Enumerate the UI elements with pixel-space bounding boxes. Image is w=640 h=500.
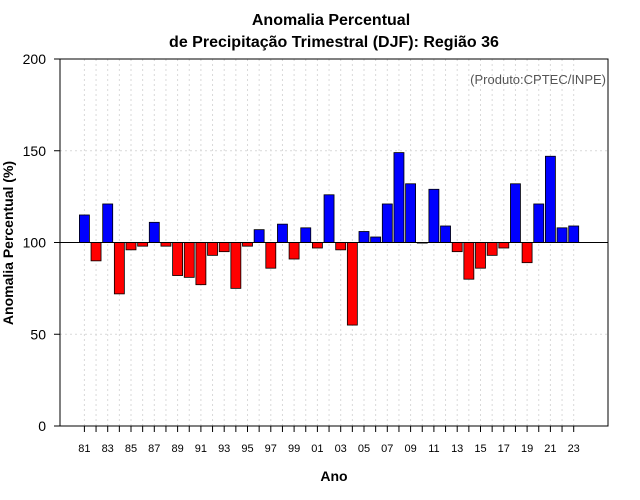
bar-83 <box>102 203 114 243</box>
x-tick-label: 89 <box>171 443 183 455</box>
x-tick-label: 09 <box>404 443 416 455</box>
bar-02 <box>323 194 335 243</box>
bar-86 <box>137 242 149 247</box>
x-tick-label: 03 <box>335 443 347 455</box>
bar-18 <box>510 183 521 243</box>
bar-16 <box>486 242 498 256</box>
chart-title-line1: Anomalia Percentual <box>252 12 410 29</box>
x-tick-label: 91 <box>195 443 207 455</box>
bar-07 <box>381 203 393 243</box>
y-axis-label: Anomalia Percentual (%) <box>0 161 16 325</box>
bar-11 <box>428 188 440 243</box>
bar-08 <box>393 152 405 243</box>
bar-94 <box>230 242 242 289</box>
bar-15 <box>475 242 486 269</box>
x-axis-label: Ano <box>320 468 347 484</box>
bar-88 <box>160 242 172 247</box>
x-tick-label: 11 <box>428 443 439 455</box>
bar-22 <box>556 227 568 243</box>
x-tick-label: 17 <box>498 443 510 455</box>
bar-05 <box>358 231 370 243</box>
x-tick-label: 83 <box>102 443 114 455</box>
credit-text: (Produto:CPTEC/INPE) <box>470 72 606 87</box>
grid-layer <box>60 58 608 427</box>
x-tick-label: 23 <box>568 443 580 455</box>
y-tick-label: 100 <box>23 235 47 251</box>
bar-04 <box>346 242 358 326</box>
x-axis: 81 83 85 87 89 91 93 95 97 99 01 03 05 07 09 11 13 15 17 19… <box>78 426 580 455</box>
bar-12 <box>440 225 451 243</box>
x-tick-label: 07 <box>381 443 393 455</box>
bar-89 <box>172 242 184 276</box>
bar-99 <box>288 242 300 260</box>
bar-93 <box>218 242 230 253</box>
x-tick-label: 21 <box>544 443 556 455</box>
bar-13 <box>451 242 463 253</box>
bar-14 <box>463 242 475 280</box>
x-tick-label: 85 <box>125 443 137 455</box>
bar-91 <box>195 242 207 286</box>
x-tick-label: 15 <box>474 443 486 455</box>
x-tick-label: 81 <box>78 443 90 455</box>
x-tick-label: 01 <box>311 443 323 455</box>
bar-98 <box>277 223 288 243</box>
x-tick-label: 13 <box>451 443 463 455</box>
bar-01 <box>311 242 323 249</box>
bar-17 <box>498 242 510 249</box>
bar-19 <box>521 242 533 264</box>
bar-85 <box>125 242 137 251</box>
bar-20 <box>533 203 545 243</box>
x-tick-label: 95 <box>241 443 253 455</box>
y-tick-label: 150 <box>23 143 47 159</box>
y-tick-label: 0 <box>38 418 46 434</box>
bar-81 <box>79 214 90 243</box>
y-tick-label: 50 <box>30 326 46 342</box>
bar-90 <box>183 242 195 278</box>
y-tick-label: 200 <box>23 51 47 67</box>
bar-92 <box>207 242 218 256</box>
bar-87 <box>148 221 160 243</box>
chart-title-line2: de Precipitação Trimestral (DJF): Região… <box>169 34 499 51</box>
bar-21 <box>545 155 556 243</box>
bar-82 <box>90 242 102 262</box>
bar-95 <box>242 242 253 247</box>
x-tick-label: 05 <box>358 443 370 455</box>
bars-layer <box>79 152 580 326</box>
bar-03 <box>335 242 347 251</box>
bar-97 <box>265 242 277 269</box>
bar-00 <box>300 227 312 243</box>
x-tick-label: 97 <box>265 443 277 455</box>
x-tick-label: 87 <box>148 443 160 455</box>
bar-06 <box>370 236 382 243</box>
bar-96 <box>253 229 265 243</box>
x-tick-label: 93 <box>218 443 230 455</box>
bar-23 <box>568 225 580 243</box>
bar-84 <box>113 242 125 295</box>
bar-09 <box>405 183 417 243</box>
x-tick-label: 99 <box>288 443 300 455</box>
x-tick-label: 19 <box>521 443 533 455</box>
y-axis: 0 50 100 150 200 <box>23 51 60 434</box>
